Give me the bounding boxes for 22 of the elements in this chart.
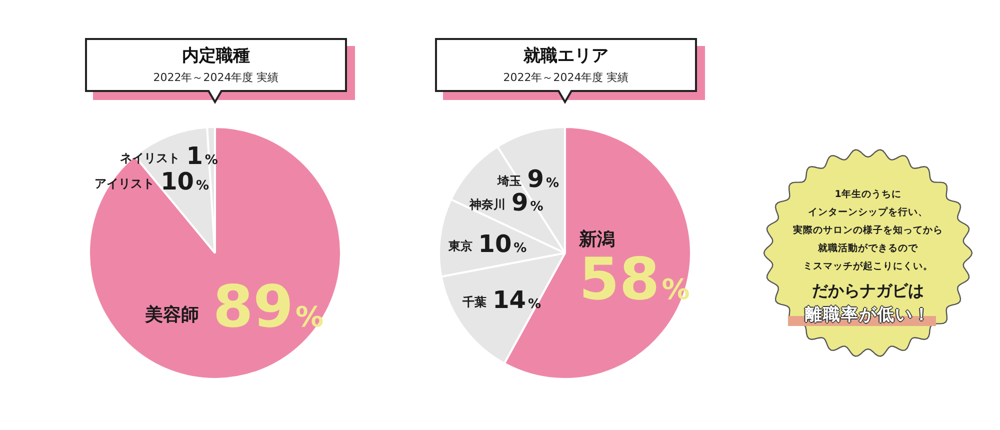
slice-label: 東京 xyxy=(447,239,472,254)
text: だからナガビは xyxy=(811,280,925,302)
chart-title: 就職エリア xyxy=(522,45,610,67)
chart-title: 内定職種 xyxy=(181,45,251,67)
chart-subtitle: 2022年～2024年度 実績 xyxy=(152,70,280,85)
slice-label: 美容師 xyxy=(144,304,199,326)
slice-label: 新潟 xyxy=(578,229,615,250)
data-label: 89% xyxy=(212,272,324,340)
text: 就職活動ができるので xyxy=(817,242,919,256)
data-label: 1% xyxy=(186,142,218,170)
text: 実際のサロンの様子を知ってから xyxy=(792,224,944,238)
text: ミスマッチが起こりにくい。 xyxy=(802,260,934,274)
text: 1年生のうちに xyxy=(834,188,902,202)
chart-subtitle: 2022年～2024年度 実績 xyxy=(502,70,630,85)
data-label: 10% xyxy=(160,167,210,196)
slice-label: 埼玉 xyxy=(496,174,522,188)
slice-label: 千葉 xyxy=(462,294,487,309)
data-label: 10% xyxy=(478,230,527,258)
text: インターンシップを行い、 xyxy=(807,206,929,220)
data-label: 14% xyxy=(492,286,542,314)
slice-label: 神奈川 xyxy=(468,197,506,212)
slice-label: ネイリスト xyxy=(120,150,180,165)
